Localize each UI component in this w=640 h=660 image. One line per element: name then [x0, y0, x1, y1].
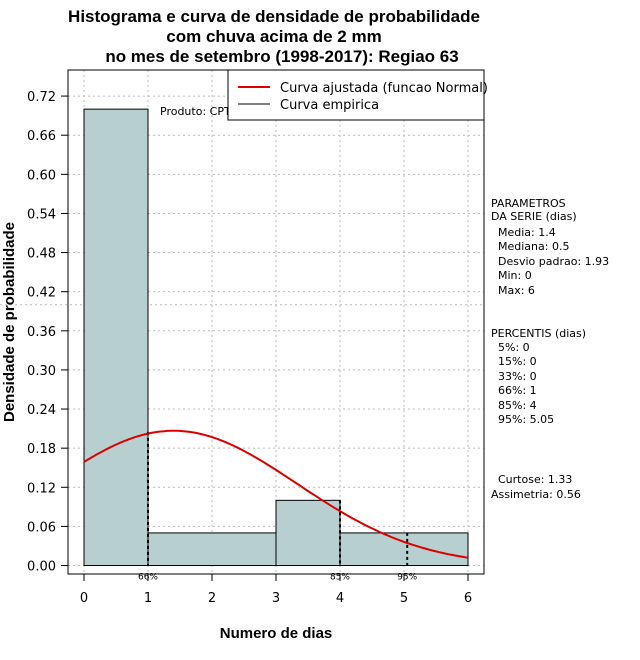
x-tick-label: 0	[80, 591, 88, 606]
histogram-bar	[275, 499, 341, 567]
y-tick-label: 0.12	[27, 481, 56, 496]
x-tick-label: 2	[208, 591, 216, 606]
y-axis-title: Densidade de probabilidade	[1, 222, 18, 422]
y-tick-label: 0.24	[27, 403, 56, 418]
grid-layer	[0, 70, 484, 574]
percentis-line: 66%: 1	[491, 384, 537, 397]
histogram-bar	[147, 532, 277, 567]
axes-layer: 0 1 2 3 4 5 6 0.00 0.06 0.12 0.18 0.24 0.30 0.36 0.42 0…	[27, 90, 472, 606]
legend-fitted-label: Curva ajustada (funcao Normal)	[280, 81, 488, 96]
percentis-line: 5%: 0	[491, 341, 530, 354]
y-tick-label: 0.30	[27, 364, 56, 379]
chart-title-line-1: Histograma e curva de densidade de proba…	[68, 7, 480, 26]
parametros-line: PARAMETROS	[491, 197, 566, 210]
legend-empirical-label: Curva empirica	[280, 98, 379, 113]
bars-layer	[83, 108, 469, 567]
y-tick-label: 0.06	[27, 520, 56, 535]
y-tick-label: 0.42	[27, 286, 56, 301]
chart-title-line-3: no mes de setembro (1998-2017): Regiao 6…	[105, 47, 458, 66]
histogram-bar	[83, 108, 149, 567]
percentile-marker-label: 95%	[397, 573, 417, 583]
x-tick-label: 1	[144, 591, 152, 606]
y-tick-label: 0.72	[27, 90, 56, 105]
percentis-line: PERCENTIS (dias)	[491, 327, 586, 340]
y-tick-label: 0.18	[27, 442, 56, 457]
chart-title-line-2: com chuva acima de 2 mm	[166, 27, 381, 46]
x-axis-title: Numero de dias	[220, 625, 333, 642]
curves-layer	[83, 429, 469, 559]
assimetria-line: Assimetria: 0.56	[491, 488, 581, 501]
legend-box	[227, 69, 485, 121]
y-tick-label: 0.48	[27, 247, 56, 262]
legend: Curva ajustada (funcao Normal) Curva emp…	[227, 69, 488, 121]
percentis-line: 33%: 0	[491, 370, 537, 383]
y-tick-label: 0.60	[27, 168, 56, 183]
x-tick-label: 4	[336, 591, 344, 606]
parametros-block: PARAMETROS DA SERIE (dias) Media: 1.4 Me…	[491, 197, 609, 297]
percentis-line: 85%: 4	[491, 399, 537, 412]
percentis-line: 95%: 5.05	[491, 413, 554, 426]
y-tick-label: 0.00	[27, 560, 56, 575]
y-tick-label: 0.54	[27, 207, 56, 222]
parametros-line: DA SERIE (dias)	[491, 210, 577, 223]
formato-block: Curtose: 1.33 Assimetria: 0.56	[491, 473, 581, 501]
curtose-line: Curtose: 1.33	[491, 473, 572, 486]
parametros-line: Max: 6	[491, 284, 535, 297]
fitted-normal-curve	[83, 429, 469, 559]
y-tick-label: 0.66	[27, 129, 56, 144]
x-tick-label: 5	[400, 591, 408, 606]
parametros-line: Media: 1.4	[491, 226, 556, 239]
parametros-line: Mediana: 0.5	[491, 240, 569, 253]
x-tick-label: 3	[272, 591, 280, 606]
percentis-block: PERCENTIS (dias) 5%: 0 15%: 0 33%: 0 66%…	[491, 327, 586, 426]
parametros-line: Desvio padrao: 1.93	[491, 255, 609, 268]
histogram-bar	[339, 532, 469, 567]
parametros-line: Min: 0	[491, 269, 532, 282]
x-tick-label: 6	[464, 591, 472, 606]
percentis-line: 15%: 0	[491, 355, 537, 368]
side-panel: PARAMETROS DA SERIE (dias) Media: 1.4 Me…	[491, 197, 609, 501]
y-tick-label: 0.36	[27, 325, 56, 340]
